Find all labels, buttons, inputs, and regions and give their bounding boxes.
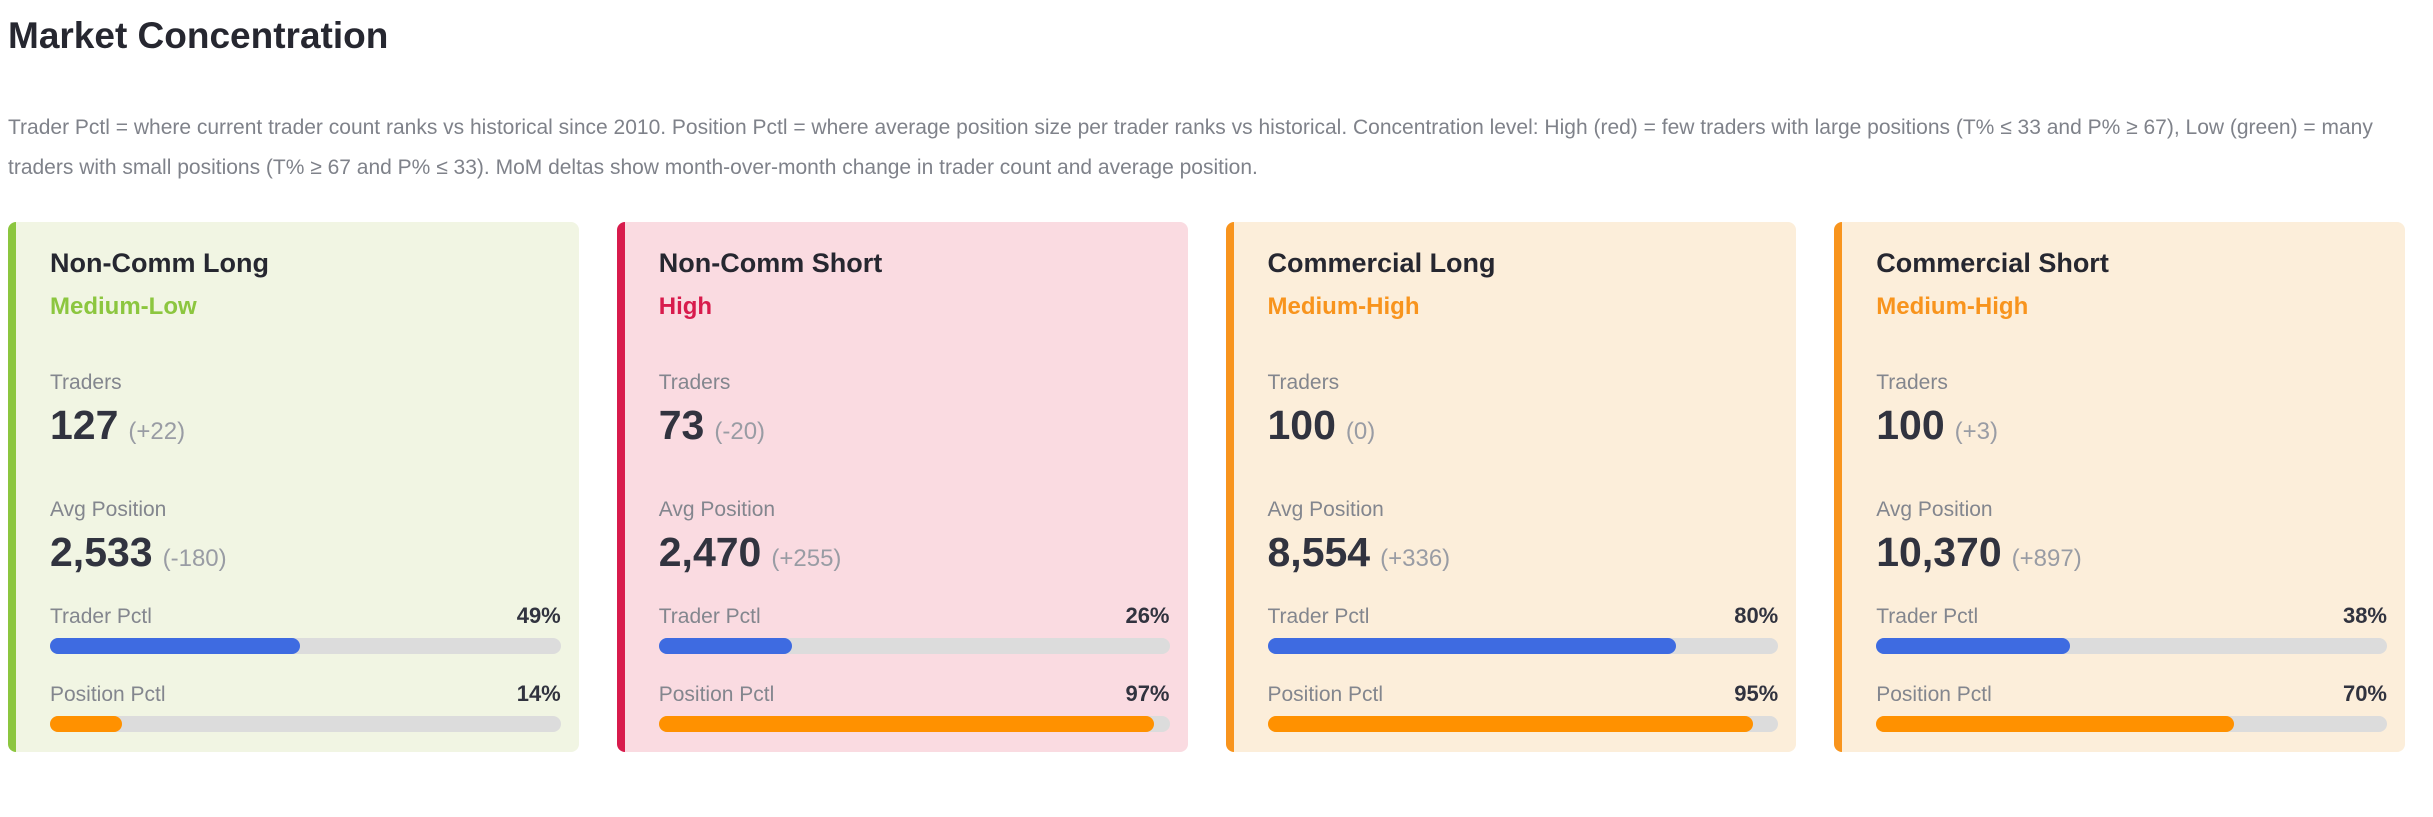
traders-mom-delta: (0) <box>1345 418 1376 446</box>
trader-pctl-progressbar <box>658 637 1170 654</box>
position-pctl-row: Position Pctl 70% <box>1876 681 2387 707</box>
position-pctl-label: Position Pctl <box>1876 682 1992 706</box>
trader-pctl-row: Trader Pctl 38% <box>1876 603 2387 629</box>
avg-position-value-row: 8,554 (+336) <box>1268 530 1779 575</box>
position-pctl-progressbar <box>50 715 561 732</box>
trader-pctl-progress-fill <box>1876 637 2071 654</box>
position-pctl-progress-fill <box>658 715 1155 732</box>
position-pctl-progressbar <box>658 715 1170 732</box>
card-non-comm-short: Non-Comm Short High Traders 73 (-20) Avg… <box>616 222 1188 753</box>
trader-pctl-value: 80% <box>1734 602 1779 628</box>
trader-pctl-progressbar <box>1876 637 2387 654</box>
position-pctl-value: 97% <box>1125 680 1170 706</box>
avg-position-mom-delta: (+336) <box>1380 545 1451 573</box>
traders-value-row: 127 (+22) <box>50 403 561 448</box>
trader-pctl-row: Trader Pctl 49% <box>50 603 561 629</box>
trader-pctl-label: Trader Pctl <box>1876 604 1979 628</box>
concentration-cards-row: Non-Comm Long Medium-Low Traders 127 (+2… <box>8 222 2405 753</box>
trader-pctl-value: 38% <box>2342 602 2387 628</box>
trader-pctl-progressbar <box>50 637 561 654</box>
avg-position-value-row: 10,370 (+897) <box>1876 530 2387 575</box>
trader-pctl-progress-fill <box>658 637 792 654</box>
position-pctl-progress-fill <box>1267 715 1753 732</box>
position-pctl-progressbar <box>1267 715 1779 732</box>
trader-pctl-value: 26% <box>1125 602 1170 628</box>
trader-pctl-progressbar <box>1267 637 1779 654</box>
avg-position-label: Avg Position <box>658 498 776 522</box>
traders-value-row: 100 (+3) <box>1876 403 2387 448</box>
avg-position-mom-delta: (+255) <box>771 545 842 573</box>
position-pctl-row: Position Pctl 95% <box>1268 681 1779 707</box>
position-pctl-value: 14% <box>516 680 561 706</box>
card-commercial-short: Commercial Short Medium-High Traders 100… <box>1834 222 2405 753</box>
position-pctl-label: Position Pctl <box>658 682 775 706</box>
concentration-level-badge: Medium-High <box>1876 293 2029 321</box>
position-pctl-label: Position Pctl <box>50 682 166 706</box>
trader-pctl-label: Trader Pctl <box>1267 604 1370 628</box>
traders-label: Traders <box>658 371 731 395</box>
traders-value: 100 <box>1876 402 1945 449</box>
trader-pctl-label: Trader Pctl <box>658 604 761 628</box>
card-title: Commercial Short <box>1876 248 2109 279</box>
position-pctl-progressbar <box>1876 715 2387 732</box>
avg-position-value: 2,533 <box>50 529 153 576</box>
avg-position-mom-delta: (-180) <box>162 545 227 573</box>
card-title: Commercial Long <box>1267 248 1496 279</box>
avg-position-value: 8,554 <box>1267 529 1371 576</box>
concentration-level-badge: High <box>658 293 713 321</box>
position-pctl-row: Position Pctl 97% <box>659 681 1170 707</box>
avg-position-value: 2,470 <box>658 529 762 576</box>
position-pctl-value: 95% <box>1734 680 1779 706</box>
traders-value: 100 <box>1267 402 1336 449</box>
page-title: Market Concentration <box>8 15 389 56</box>
avg-position-value-row: 2,470 (+255) <box>659 530 1170 575</box>
traders-mom-delta: (+22) <box>128 418 186 446</box>
card-non-comm-long: Non-Comm Long Medium-Low Traders 127 (+2… <box>8 222 579 753</box>
avg-position-mom-delta: (+897) <box>2011 545 2082 573</box>
description-text: Trader Pctl = where current trader count… <box>8 116 2373 180</box>
position-pctl-label: Position Pctl <box>1267 682 1384 706</box>
trader-pctl-label: Trader Pctl <box>50 604 152 628</box>
traders-mom-delta: (+3) <box>1954 418 1999 446</box>
trader-pctl-row: Trader Pctl 26% <box>659 603 1170 629</box>
card-title: Non-Comm Short <box>658 248 883 279</box>
position-pctl-progress-fill <box>1876 715 2234 732</box>
traders-mom-delta: (-20) <box>714 418 766 446</box>
traders-label: Traders <box>1267 371 1340 395</box>
trader-pctl-progress-fill <box>1267 637 1677 654</box>
traders-label: Traders <box>1876 371 1948 395</box>
position-pctl-progress-fill <box>50 715 122 732</box>
traders-label: Traders <box>50 371 122 395</box>
position-pctl-value: 70% <box>2342 680 2387 706</box>
traders-value-row: 73 (-20) <box>659 403 1170 448</box>
avg-position-value-row: 2,533 (-180) <box>50 530 561 575</box>
avg-position-label: Avg Position <box>1267 498 1384 522</box>
traders-value: 127 <box>50 402 119 449</box>
trader-pctl-progress-fill <box>50 637 301 654</box>
avg-position-value: 10,370 <box>1876 529 2002 576</box>
traders-value-row: 100 (0) <box>1268 403 1779 448</box>
concentration-level-badge: Medium-High <box>1267 293 1420 321</box>
traders-value: 73 <box>658 402 705 449</box>
card-title: Non-Comm Long <box>50 248 269 279</box>
concentration-level-badge: Medium-Low <box>50 293 197 321</box>
card-commercial-long: Commercial Long Medium-High Traders 100 … <box>1225 222 1797 753</box>
trader-pctl-value: 49% <box>516 602 561 628</box>
avg-position-label: Avg Position <box>1876 498 1993 522</box>
avg-position-label: Avg Position <box>50 498 167 522</box>
position-pctl-row: Position Pctl 14% <box>50 681 561 707</box>
trader-pctl-row: Trader Pctl 80% <box>1268 603 1779 629</box>
